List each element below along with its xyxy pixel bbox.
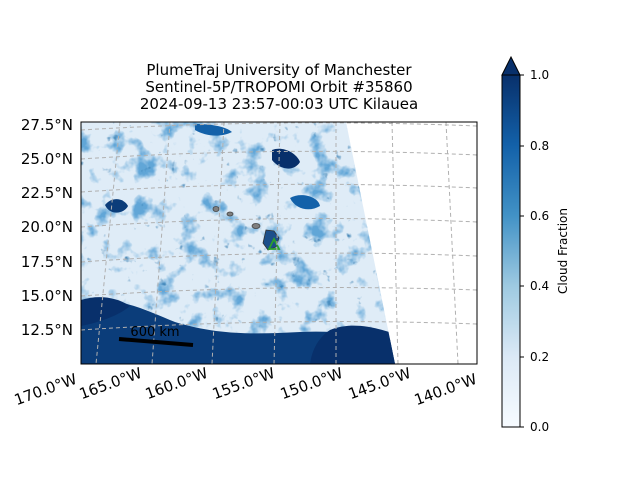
lon-label-150: 150.0°W [278,364,346,403]
lat-label-27.5: 27.5°N [21,116,73,134]
lon-label-145: 145.0°W [346,364,414,403]
colorbar: 0.0 0.2 0.4 0.6 0.8 1.0 Cloud Fraction [501,55,570,434]
cloud-patch-northwest [105,199,128,213]
title-line-2: Sentinel-5P/TROPOMI Orbit #35860 [145,78,412,96]
colorbar-tick-0.4: 0.4 [530,279,549,293]
title-line-3: 2024-09-13 23:57-00:03 UTC Kilauea [140,95,418,113]
island-kauai [212,206,220,212]
title-line-1: PlumeTraj University of Manchester [146,61,412,79]
cloud-patch-east [290,195,320,210]
lon-label-155: 155.0°W [210,364,278,403]
lon-label-170: 170.0°W [12,370,80,409]
island-maui [251,223,261,229]
lat-label-12.5: 12.5°N [21,321,73,339]
lat-label-20.0: 20.0°N [21,218,73,236]
colorbar-tick-0.8: 0.8 [530,139,549,153]
lon-label-140: 140.0°W [412,370,480,409]
lat-label-15.0: 15.0°N [21,287,73,305]
colorbar-tick-0.6: 0.6 [530,209,549,223]
lon-label-165: 165.0°W [77,364,145,403]
cloud-band-southeast [310,325,395,364]
colorbar-tick-0.0: 0.0 [530,420,549,434]
colorbar-tick-1.0: 1.0 [530,68,549,82]
lat-label-22.5: 22.5°N [21,184,73,202]
lon-label-160: 160.0°W [143,364,211,403]
colorbar-extend-arrow [501,55,521,76]
scale-bar-label: 600 km [130,325,179,340]
scale-bar [118,337,194,347]
island-oahu [226,211,234,217]
colorbar-ticks: 0.0 0.2 0.4 0.6 0.8 1.0 [520,68,549,434]
graticule [81,122,477,364]
map-panel [81,122,477,364]
lat-label-25.0: 25.0°N [21,150,73,168]
colorbar-label: Cloud Fraction [556,208,570,294]
colorbar-gradient [501,74,521,428]
map-frame [80,121,478,365]
lat-label-17.5: 17.5°N [21,253,73,271]
longitude-labels: 170.0°W 165.0°W 160.0°W 155.0°W 150.0°W … [12,364,480,409]
cloud-band-southwest [81,297,130,326]
island-hawaii [262,229,280,251]
latitude-labels: 27.5°N 25.0°N 22.5°N 20.0°N 17.5°N 15.0°… [21,116,73,339]
hawaiian-islands [212,206,280,251]
colorbar-tick-0.2: 0.2 [530,350,549,364]
cloud-patch-north [195,124,232,136]
